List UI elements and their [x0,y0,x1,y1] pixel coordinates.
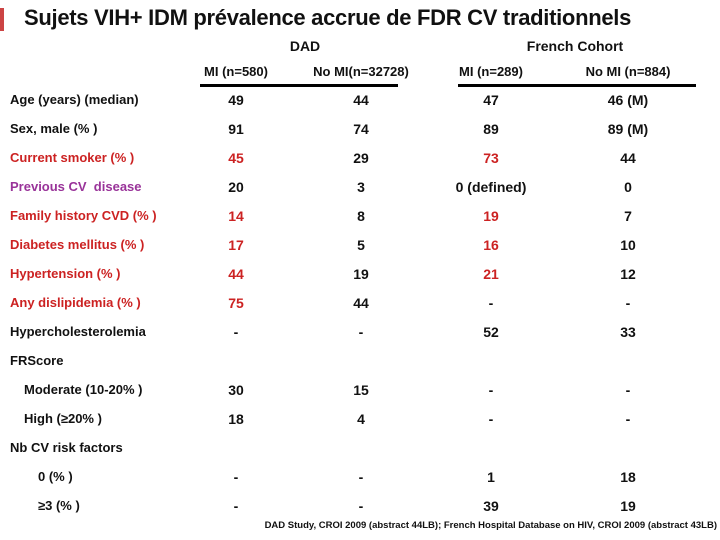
row-label: Hypercholesterolemia [10,324,146,339]
table-row: High (≥20% ) 18 4 - - [0,404,720,433]
table-row: 0 (% ) - - 1 18 [0,462,720,491]
column-group-french: French Cohort [526,38,624,54]
cell-french-mi: - [488,410,494,427]
row-label: 0 (% ) [38,469,73,484]
cell-french-mi: 52 [483,323,499,340]
row-label: Previous CV disease [10,179,142,194]
cell-french-nomi: 19 [620,497,636,514]
cell-french-mi: 73 [483,149,499,166]
cell-dad-nomi: 44 [353,294,369,311]
cell-french-mi: 89 [483,120,499,137]
column-header-french-nomi: No MI (n=884) [585,64,671,79]
cell-french-mi: 1 [487,468,495,485]
row-label: Hypertension (% ) [10,266,121,281]
cell-dad-nomi: 15 [353,381,369,398]
cell-dad-nomi: 29 [353,149,369,166]
table-row: ≥3 (% ) - - 39 19 [0,491,720,520]
cell-dad-mi: 75 [228,294,244,311]
slide-title: Sujets VIH+ IDM prévalence accrue de FDR… [24,5,632,30]
cell-french-mi: 16 [483,236,499,253]
table-row: Nb CV risk factors [0,433,720,462]
dad-header-underline [200,84,398,87]
table-row: Age (years) (median) 49 44 47 46 (M) [0,85,720,114]
column-header-french-mi: MI (n=289) [459,64,523,79]
cell-dad-nomi: - [358,468,364,485]
row-label: Any dislipidemia (% ) [10,295,141,310]
cell-dad-mi: 18 [228,410,244,427]
cell-dad-nomi: 74 [353,120,369,137]
row-label: Moderate (10-20% ) [24,382,143,397]
table-row: Hypertension (% ) 44 19 21 12 [0,259,720,288]
cell-french-mi: - [488,381,494,398]
cell-french-mi: 39 [483,497,499,514]
cell-french-nomi: 12 [620,265,636,282]
cell-french-mi: 19 [483,207,499,224]
row-label: Family history CVD (% ) [10,208,157,223]
row-label: Current smoker (% ) [10,150,135,165]
cell-dad-mi: 14 [228,207,244,224]
column-header-dad-nomi: No MI(n=32728) [313,64,409,79]
cell-french-nomi: - [625,294,631,311]
cell-french-nomi: 46 (M) [607,91,649,108]
row-label: ≥3 (% ) [38,498,80,513]
table-row: Previous CV disease 20 3 0 (defined) 0 [0,172,720,201]
source-citation: DAD Study, CROI 2009 (abstract 44LB); Fr… [264,520,717,531]
row-label: FRScore [10,353,64,368]
cell-dad-mi: - [233,323,239,340]
cell-dad-nomi: 5 [357,236,365,253]
column-header-dad-mi: MI (n=580) [204,64,268,79]
table-row: Family history CVD (% ) 14 8 19 7 [0,201,720,230]
cell-dad-mi: 30 [228,381,244,398]
table-row: Any dislipidemia (% ) 75 44 - - [0,288,720,317]
cell-dad-mi: 91 [228,120,244,137]
cell-dad-mi: 45 [228,149,244,166]
cell-dad-mi: 49 [228,91,244,108]
table-row: FRScore [0,346,720,375]
cell-dad-mi: 20 [228,178,244,195]
row-label: Sex, male (% ) [10,121,98,136]
cell-french-nomi: 10 [620,236,636,253]
cell-french-mi: 0 (defined) [455,178,527,195]
cell-french-mi: 21 [483,265,499,282]
cell-dad-nomi: 8 [357,207,365,224]
cell-french-nomi: - [625,410,631,427]
cell-dad-nomi: 44 [353,91,369,108]
cell-french-nomi: - [625,381,631,398]
french-header-underline [458,84,696,87]
cell-dad-nomi: 4 [357,410,365,427]
cell-dad-nomi: - [358,497,364,514]
cell-french-mi: 47 [483,91,499,108]
cell-french-mi: - [488,294,494,311]
cell-french-nomi: 44 [620,149,636,166]
row-label: Age (years) (median) [10,92,139,107]
cell-french-nomi: 33 [620,323,636,340]
cell-dad-mi: - [233,468,239,485]
cell-french-nomi: 18 [620,468,636,485]
cell-dad-nomi: 19 [353,265,369,282]
table-row: Current smoker (% ) 45 29 73 44 [0,143,720,172]
column-group-dad: DAD [289,38,321,54]
cell-dad-mi: 17 [228,236,244,253]
column-header-row: MI (n=580) No MI(n=32728) MI (n=289) No … [0,62,720,82]
table-row: Moderate (10-20% ) 30 15 - - [0,375,720,404]
row-label: Nb CV risk factors [10,440,123,455]
table-row: Hypercholesterolemia - - 52 33 [0,317,720,346]
cell-dad-nomi: - [358,323,364,340]
cell-dad-mi: - [233,497,239,514]
cell-dad-nomi: 3 [357,178,365,195]
left-accent-bar [0,8,4,31]
cell-french-nomi: 7 [624,207,632,224]
cell-dad-mi: 44 [228,265,244,282]
row-label: Diabetes mellitus (% ) [10,237,145,252]
row-label: High (≥20% ) [24,411,102,426]
cell-french-nomi: 0 [624,178,632,195]
cell-french-nomi: 89 (M) [607,120,649,137]
table-rows: Age (years) (median) 49 44 47 46 (M) Sex… [0,85,720,520]
table-row: Diabetes mellitus (% ) 17 5 16 10 [0,230,720,259]
table-row: Sex, male (% ) 91 74 89 89 (M) [0,114,720,143]
